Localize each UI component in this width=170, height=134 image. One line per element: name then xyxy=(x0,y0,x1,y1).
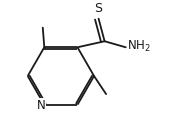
Text: S: S xyxy=(95,2,103,15)
Text: NH$_2$: NH$_2$ xyxy=(127,39,151,54)
Text: N: N xyxy=(37,99,45,112)
